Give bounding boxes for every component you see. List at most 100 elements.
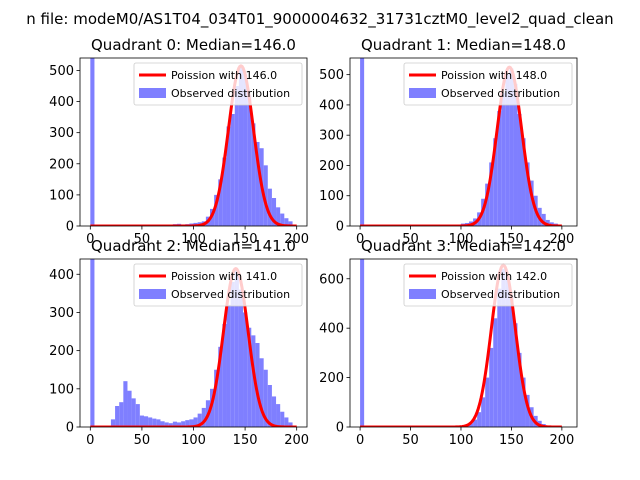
histogram-bar bbox=[263, 369, 268, 427]
axes-frame bbox=[349, 258, 578, 428]
x-tick-label: 150 bbox=[233, 232, 258, 247]
y-tick-label: 400 bbox=[49, 95, 74, 110]
histogram-bar bbox=[501, 92, 506, 226]
histogram-bar bbox=[247, 95, 252, 226]
histogram-bar bbox=[545, 219, 550, 226]
histogram-bar bbox=[243, 312, 248, 427]
histogram-bar bbox=[271, 198, 277, 226]
histogram-bar bbox=[238, 67, 244, 226]
histogram-bar bbox=[193, 417, 198, 427]
legend-hist-swatch bbox=[139, 289, 166, 299]
y-tick-label: 0 bbox=[66, 421, 74, 436]
y-tick-label: 300 bbox=[319, 129, 344, 144]
histogram-bar bbox=[288, 221, 293, 226]
histogram-bar bbox=[284, 218, 289, 226]
histogram-bar bbox=[473, 419, 478, 427]
y-tick-label: 200 bbox=[49, 157, 74, 172]
legend-hist-label: Observed distribution bbox=[441, 288, 560, 301]
histogram-bar bbox=[513, 83, 518, 226]
y-tick-label: 300 bbox=[49, 126, 74, 141]
x-tick-label: 0 bbox=[86, 433, 94, 448]
histogram-bar bbox=[485, 377, 490, 427]
histogram-bar bbox=[189, 419, 194, 427]
legend: Poission with 141.0 Observed distribution bbox=[133, 263, 303, 307]
histogram-bar bbox=[234, 86, 239, 226]
x-tick-label: 150 bbox=[499, 232, 524, 247]
y-tick-label: 500 bbox=[319, 68, 344, 83]
x-tick-label: 150 bbox=[233, 433, 258, 448]
legend-hist-label: Observed distribution bbox=[171, 288, 290, 301]
quadrant-panel-0: 0 50 100 150 200 0 100 200 300 400 500 Quadrant 0: … bbox=[49, 36, 309, 247]
y-tick-label: 0 bbox=[336, 220, 344, 235]
histogram-bar bbox=[505, 74, 510, 226]
x-tick-label: 200 bbox=[549, 232, 574, 247]
histogram-bar bbox=[489, 347, 494, 427]
histogram-bar bbox=[148, 417, 153, 427]
histogram-bar bbox=[222, 157, 227, 226]
histogram-bar bbox=[218, 346, 223, 427]
x-tick-label: 50 bbox=[134, 433, 151, 448]
y-tick-label: 400 bbox=[49, 268, 74, 283]
y-tick-label: 600 bbox=[319, 272, 344, 287]
legend-hist-label: Observed distribution bbox=[441, 87, 560, 100]
histogram-bar bbox=[276, 207, 281, 226]
histogram-bar bbox=[201, 407, 206, 427]
x-tick-label: 100 bbox=[449, 433, 474, 448]
histogram-bar bbox=[181, 421, 186, 427]
histogram-bar bbox=[284, 417, 289, 427]
histogram-bar bbox=[505, 278, 510, 427]
histogram-bar bbox=[489, 162, 494, 226]
x-tick-label: 100 bbox=[449, 232, 474, 247]
x-tick-label: 200 bbox=[549, 433, 574, 448]
histogram-bar bbox=[255, 343, 260, 427]
quadrant-panel-3: 0 50 100 150 200 0 200 400 600 Quadrant 3: Median… bbox=[319, 237, 578, 448]
histogram-bar bbox=[214, 369, 219, 427]
histogram-bar bbox=[517, 114, 522, 226]
axes-frame bbox=[349, 57, 578, 227]
x-tick-label: 50 bbox=[134, 232, 151, 247]
histogram-bar bbox=[251, 123, 256, 226]
histogram-bar bbox=[226, 126, 231, 226]
legend: Poission with 146.0 Observed distribution bbox=[133, 62, 303, 106]
y-tick-label: 0 bbox=[66, 220, 74, 235]
histogram-bar bbox=[360, 58, 365, 226]
histogram-bar bbox=[214, 194, 219, 226]
histogram-bar bbox=[160, 421, 165, 427]
y-tick-label: 100 bbox=[49, 382, 74, 397]
histogram-bar bbox=[485, 183, 490, 226]
histogram-bar bbox=[521, 377, 526, 427]
legend-hist-swatch bbox=[409, 88, 436, 98]
panel-title: Quadrant 0: Median=146.0 bbox=[91, 36, 296, 54]
histogram-bar bbox=[493, 318, 498, 427]
histogram-bar bbox=[497, 288, 502, 427]
legend-box bbox=[403, 263, 573, 307]
histogram-bar bbox=[156, 419, 161, 427]
histogram-bar bbox=[238, 289, 244, 427]
legend-poisson-label: Poission with 146.0 bbox=[171, 69, 277, 82]
histogram-bar bbox=[90, 58, 95, 226]
histogram-bar bbox=[360, 259, 365, 427]
y-tick-label: 200 bbox=[49, 344, 74, 359]
x-tick-label: 150 bbox=[499, 433, 524, 448]
x-tick-label: 200 bbox=[284, 433, 309, 448]
histogram-bar bbox=[218, 179, 223, 226]
legend-poisson-label: Poission with 141.0 bbox=[171, 270, 277, 283]
quadrant-panel-2: 0 50 100 150 200 0 100 200 300 400 Quadrant 2: Med… bbox=[49, 237, 309, 448]
panel-title: Quadrant 1: Median=148.0 bbox=[361, 36, 566, 54]
histogram-bar bbox=[477, 412, 482, 427]
plot-area bbox=[89, 259, 298, 427]
histogram-bar bbox=[501, 268, 506, 427]
quadrant-panel-1: 0 50 100 150 200 0 100 200 300 400 500 Quadrant 1: … bbox=[319, 36, 578, 247]
histogram-bar bbox=[164, 422, 169, 427]
histogram-bar bbox=[525, 162, 530, 226]
histogram-bar bbox=[234, 270, 239, 427]
y-tick-label: 200 bbox=[319, 371, 344, 386]
figure-suptitle: n file: modeM0/AS1T04_034T01_9000004632_… bbox=[26, 10, 613, 29]
histogram-bar bbox=[267, 188, 272, 226]
histogram-bar bbox=[481, 397, 486, 427]
histogram-bar bbox=[259, 358, 264, 427]
poisson-curve bbox=[89, 267, 298, 427]
histogram-bar bbox=[230, 281, 235, 427]
